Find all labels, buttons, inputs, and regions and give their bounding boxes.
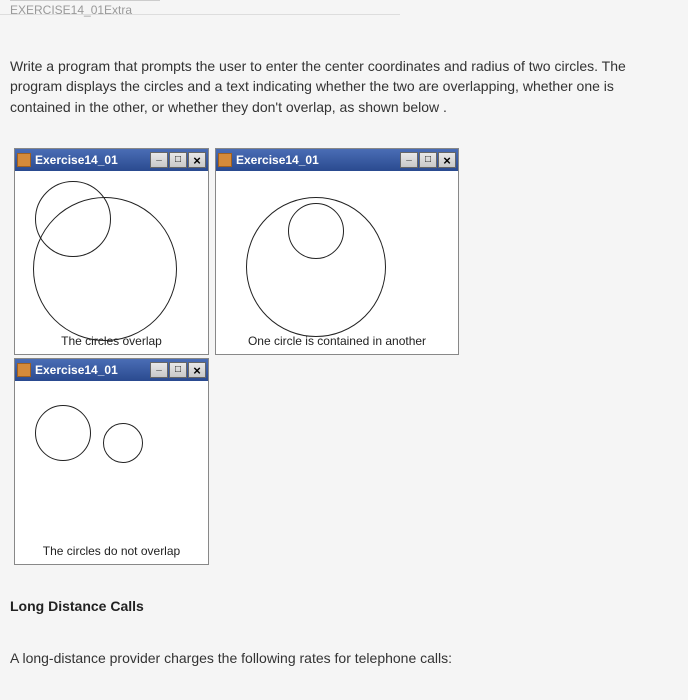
- window-title: Exercise14_01: [236, 153, 400, 167]
- result-caption: The circles overlap: [15, 334, 208, 348]
- titlebar: Exercise14_01: [15, 149, 208, 171]
- window-controls: [150, 152, 206, 168]
- example-window-contained: Exercise14_01 One circle is contained in…: [215, 148, 459, 355]
- drawing-canvas: [216, 171, 458, 354]
- window-controls: [400, 152, 456, 168]
- divider: [0, 14, 400, 15]
- problem-statement: Write a program that prompts the user to…: [10, 56, 670, 117]
- example-window-overlap: Exercise14_01 The circles overlap: [14, 148, 209, 355]
- maximize-button[interactable]: [419, 152, 437, 168]
- close-button[interactable]: [188, 152, 206, 168]
- result-caption: The circles do not overlap: [15, 544, 208, 558]
- window-controls: [150, 362, 206, 378]
- result-caption: One circle is contained in another: [216, 334, 458, 348]
- titlebar: Exercise14_01: [216, 149, 458, 171]
- close-button[interactable]: [188, 362, 206, 378]
- app-icon: [17, 153, 31, 167]
- app-icon: [218, 153, 232, 167]
- example-window-separate: Exercise14_01 The circles do not overlap: [14, 358, 209, 565]
- circle-shape: [35, 405, 91, 461]
- app-icon: [17, 363, 31, 377]
- minimize-button[interactable]: [150, 152, 168, 168]
- section-intro: A long-distance provider charges the fol…: [10, 650, 670, 666]
- minimize-button[interactable]: [400, 152, 418, 168]
- circle-shape: [288, 203, 344, 259]
- window-title: Exercise14_01: [35, 153, 150, 167]
- window-title: Exercise14_01: [35, 363, 150, 377]
- minimize-button[interactable]: [150, 362, 168, 378]
- section-heading: Long Distance Calls: [10, 598, 144, 614]
- drawing-canvas: [15, 381, 208, 564]
- titlebar: Exercise14_01: [15, 359, 208, 381]
- drawing-canvas: [15, 171, 208, 354]
- circle-shape: [35, 181, 111, 257]
- close-button[interactable]: [438, 152, 456, 168]
- maximize-button[interactable]: [169, 152, 187, 168]
- circle-shape: [103, 423, 143, 463]
- maximize-button[interactable]: [169, 362, 187, 378]
